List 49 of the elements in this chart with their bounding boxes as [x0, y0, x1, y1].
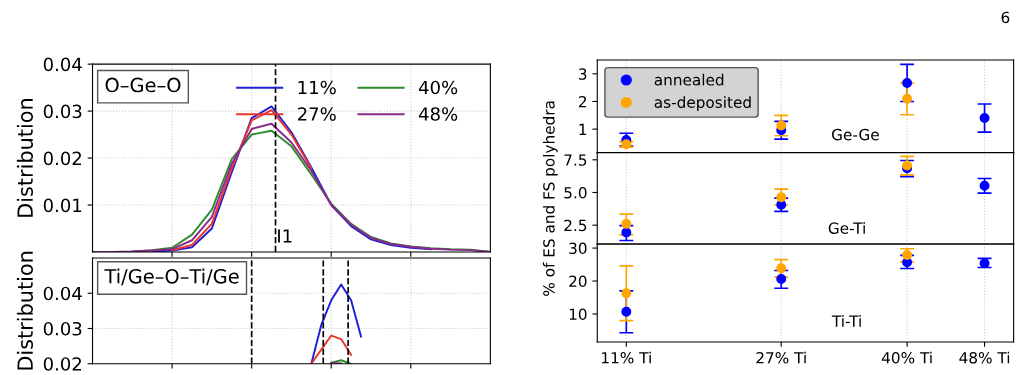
point	[776, 263, 787, 274]
y-axis-title: Distribution	[16, 251, 33, 370]
legend-label: 27%	[298, 107, 336, 121]
point	[621, 227, 632, 238]
point	[621, 306, 632, 317]
annotation: Ti/Ge–O–Ti/Ge	[104, 268, 239, 286]
y-tick-label: 1	[579, 123, 587, 135]
y-tick-label: 0.04	[43, 286, 82, 301]
y-tick-label: 20	[569, 275, 587, 288]
line-series	[310, 334, 353, 364]
legend-label: 11%	[298, 80, 336, 95]
annotation: Ge-Ge	[831, 128, 879, 141]
legend-label: as-deposited	[654, 96, 751, 111]
y-axis-title: Distribution	[16, 99, 33, 217]
y-tick-label: 0.02	[43, 357, 81, 371]
y-tick-label: 3	[578, 68, 587, 80]
point	[776, 192, 787, 203]
legend-label: 40%	[418, 80, 458, 95]
y-tick-label: 0.03	[43, 104, 82, 119]
y-tick-label: 0.01	[43, 198, 82, 213]
x-tick-label: 40% Ti	[881, 351, 932, 364]
y-tick-label: 10	[569, 308, 587, 321]
y-tick-label: 7.5	[564, 154, 587, 166]
annotation: Ti-Ti	[831, 315, 861, 327]
y-tick-label: 0.04	[43, 57, 82, 72]
y-tick-label: 2	[578, 95, 587, 108]
x-tick-label: 48% Ti	[959, 351, 1010, 364]
point	[621, 218, 632, 229]
x-tick-label: 27% Ti	[756, 351, 806, 364]
annotation: Ge-Ti	[828, 222, 865, 234]
point	[776, 120, 787, 131]
legend-label: annealed	[654, 73, 724, 86]
point	[902, 93, 913, 104]
y-tick-label: 30	[569, 242, 587, 255]
point	[902, 77, 913, 88]
point	[621, 288, 632, 299]
legend-label: 48%	[418, 107, 458, 121]
x-tick-label: 11% Ti	[602, 351, 651, 364]
point	[776, 274, 787, 285]
y-tick-label: 5.0	[564, 186, 587, 199]
annotation: O–Ge–O	[105, 77, 181, 93]
annotation: I1	[278, 229, 292, 243]
point	[979, 113, 990, 124]
y-tick-label: 0.02	[43, 151, 81, 166]
text: 6	[1001, 11, 1010, 24]
y-tick-label: 2.5	[564, 219, 587, 232]
y-tick-label: 0.03	[43, 321, 82, 336]
line-series	[310, 283, 363, 364]
y-axis-title: % of ES and FS polyhedra	[542, 101, 558, 296]
